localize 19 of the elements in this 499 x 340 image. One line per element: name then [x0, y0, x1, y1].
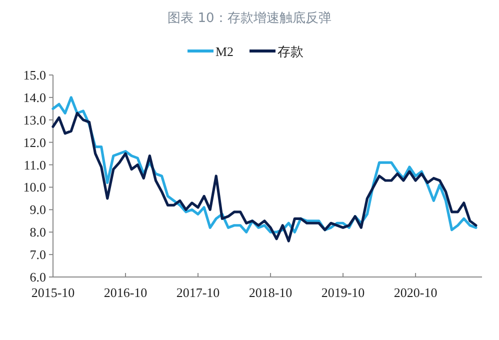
x-tick-label: 2018-10: [248, 285, 292, 300]
y-tick-label: 15.0: [23, 68, 46, 82]
y-tick-label: 9.0: [30, 202, 46, 218]
x-tick-label: 2017-10: [176, 285, 220, 300]
y-tick-label: 6.0: [30, 270, 46, 284]
y-tick-label: 11.0: [24, 157, 46, 172]
x-tick-label: 2020-10: [394, 285, 438, 300]
x-tick-label: 2019-10: [321, 285, 365, 300]
y-tick-label: 12.0: [23, 134, 46, 150]
legend-label: M2: [216, 44, 234, 59]
x-tick-label: 2015-10: [31, 285, 75, 300]
y-tick-label: 7.0: [30, 247, 46, 262]
y-tick-label: 8.0: [30, 224, 46, 240]
y-tick-label: 14.0: [23, 90, 46, 105]
y-tick-label: 10.0: [23, 180, 46, 195]
x-tick-label: 2016-10: [104, 285, 148, 300]
legend-label: 存款: [278, 44, 304, 59]
y-tick-label: 13.0: [23, 112, 46, 128]
chart-title: 图表 10：存款增速触底反弹: [168, 11, 332, 26]
